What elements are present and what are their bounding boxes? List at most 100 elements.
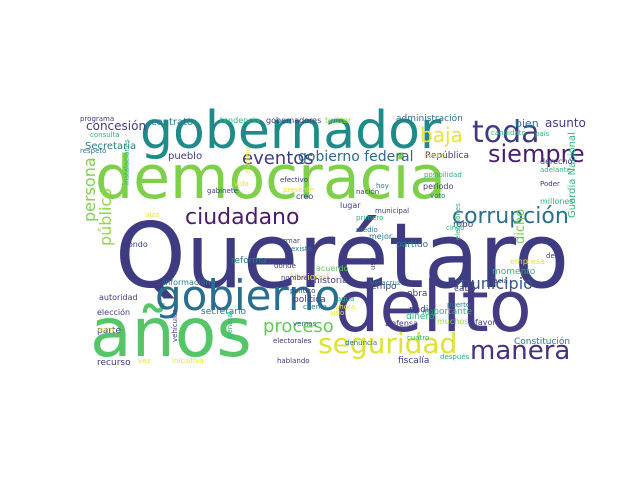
word-alza: alza — [145, 211, 160, 219]
word-nombre: nombre — [281, 274, 309, 282]
word-delito: delito — [335, 266, 532, 348]
word-despues: después — [440, 353, 470, 361]
word-eventos: eventos — [242, 148, 314, 169]
word-vez: vez — [138, 357, 151, 365]
word-politico: político — [290, 287, 316, 295]
word-general: general — [226, 311, 234, 338]
word-gobierno-federal: gobierno federal — [298, 149, 414, 165]
word-cuatro: cuatro — [407, 334, 430, 342]
word-informar: informar — [270, 237, 300, 245]
word-cuenta: cuenta — [303, 303, 328, 311]
word-consulta: consulta — [90, 131, 120, 139]
word-respeto: respeto — [80, 147, 107, 155]
word-ciudadano: ciudadano — [185, 205, 300, 230]
word-ahora: ahora — [335, 303, 356, 311]
word-gobernador: gobernador — [140, 101, 442, 161]
word-pais: país — [535, 130, 550, 138]
word-millones: millones — [540, 197, 574, 206]
word-programa: programa — [80, 115, 115, 123]
word-recurso: recurso — [97, 358, 131, 368]
word-vida: vida — [234, 180, 249, 188]
word-pueblo: pueblo — [168, 151, 203, 162]
word-importante: importante — [422, 307, 473, 317]
word-fiscalia: fiscalía — [398, 356, 430, 366]
word-instalaciones: instalaciones — [123, 139, 131, 185]
word-politica: política — [293, 295, 326, 305]
word-uso: uso — [369, 257, 377, 270]
word-administracion: administración — [396, 114, 463, 124]
word-posibilidad: posibilidad — [424, 171, 462, 179]
word-queretaro: Querétaro — [115, 204, 570, 309]
word-medio: medio — [356, 226, 378, 234]
word-muchos: muchos — [437, 317, 469, 326]
word-primero: primero — [356, 214, 384, 222]
word-lugar: lugar — [340, 201, 361, 210]
word-debe: debe — [546, 252, 564, 260]
word-reforma: reforma — [231, 256, 267, 266]
word-secretario: secretario — [201, 307, 246, 317]
word-democracia: democracia — [95, 143, 447, 213]
word-municipio: municipio — [455, 274, 533, 293]
word-autoridad: autoridad — [99, 293, 138, 302]
word-historia: historia — [314, 276, 348, 286]
word-agua: agua — [337, 295, 355, 303]
word-empresa: empresa — [510, 257, 545, 266]
word-vehiculos: vehículos — [171, 309, 179, 342]
word-adelante: adelante — [540, 166, 571, 174]
word-republica: República — [425, 151, 469, 161]
word-asunto: asunto — [545, 116, 586, 130]
word-iniciativa: iniciativa — [172, 357, 204, 365]
word-veracruz: Veracruz — [370, 279, 401, 287]
word-mejor: mejor — [369, 232, 393, 241]
word-gobierno: gobierno — [155, 271, 341, 320]
word-nacional: Nacional — [290, 273, 329, 283]
word-dicho: dicho — [513, 208, 528, 244]
word-corrupcion: corrupción — [452, 204, 569, 229]
word-parte: parte — [97, 326, 121, 336]
word-bien: bien — [515, 117, 539, 130]
word-existe: existe — [291, 245, 312, 253]
word-poder: Poder — [540, 180, 560, 188]
word-favor: favor — [475, 318, 496, 327]
word-anos: años — [90, 294, 252, 373]
word-nadie: nadie — [409, 305, 434, 315]
word-baja: baja — [420, 123, 463, 147]
word-hablando: hablando — [277, 357, 310, 365]
word-candidato: candidato — [491, 129, 526, 137]
word-elecciones: elecciones — [454, 203, 462, 240]
word-defensa: Defensa — [385, 319, 418, 328]
word-sido: sido — [330, 309, 345, 317]
word-presente: presente — [283, 186, 314, 194]
word-dinero: dinero — [406, 312, 435, 322]
word-gobernadores: gobernadores — [266, 116, 322, 125]
word-periodo: periodo — [423, 182, 454, 191]
word-manera: manera — [470, 336, 571, 366]
word-fondo: fondo — [125, 240, 148, 249]
word-puerto: puerto — [447, 301, 471, 309]
word-manejo: manejo — [244, 146, 252, 173]
word-nacion: nación — [356, 188, 380, 196]
word-eleccion: elección — [97, 308, 131, 317]
word-cara: cara — [365, 287, 373, 303]
word-publico: público — [96, 188, 115, 246]
word-creo: creo — [296, 192, 314, 201]
word-hecho: hecho — [424, 152, 446, 160]
word-cinco: cinco — [446, 224, 465, 232]
word-denuncia: denuncia — [345, 339, 378, 347]
word-municipal: municipal — [375, 207, 410, 215]
word-seguridad: seguridad — [318, 327, 458, 360]
word-concesion: concesión — [86, 119, 147, 133]
word-hoy: hoy — [376, 182, 389, 190]
word-acuerdo: acuerdo — [316, 264, 349, 273]
word-efectivo: efectivo — [280, 176, 309, 184]
word-toda: toda — [472, 115, 540, 150]
word-obra: obra — [407, 289, 428, 299]
word-vemos: vemos — [293, 320, 317, 328]
word-derecho: derecho — [540, 157, 573, 166]
word-informacion: información — [163, 278, 211, 287]
word-tendencia: tendencia — [220, 116, 260, 125]
word-tiempo: tiempo — [365, 282, 397, 292]
word-constitucion: Constitución — [514, 337, 571, 347]
word-voto: voto — [430, 192, 446, 200]
